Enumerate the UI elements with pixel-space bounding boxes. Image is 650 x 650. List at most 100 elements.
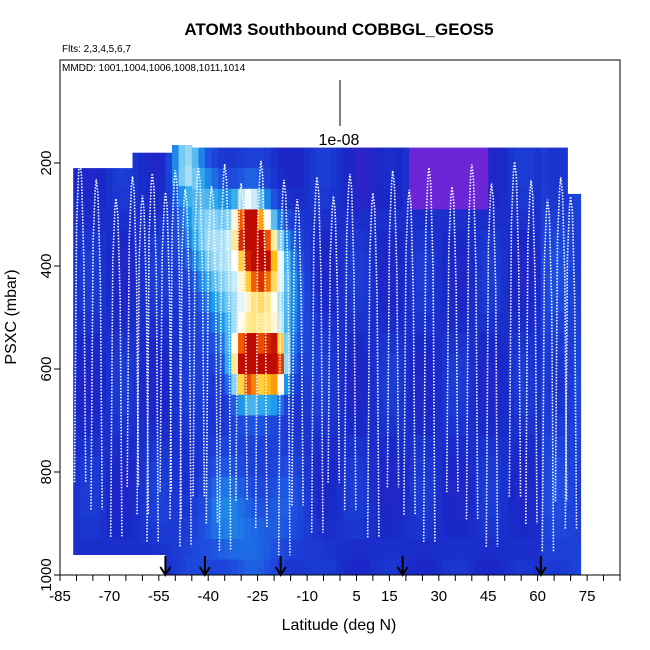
- field-cell: [461, 477, 470, 499]
- date-marker-arrow: [199, 556, 211, 577]
- x-tick-label: -85: [49, 588, 71, 605]
- field-cell: [508, 456, 516, 478]
- field-cell: [521, 435, 529, 458]
- field-cell: [468, 559, 476, 575]
- field-cell: [547, 559, 555, 575]
- field-cell: [284, 394, 292, 416]
- field-cell: [415, 188, 423, 210]
- field-cell: [73, 539, 81, 555]
- field-cell: [191, 518, 199, 540]
- field-cell: [316, 147, 325, 169]
- field-cell: [455, 518, 463, 540]
- field-cell: [165, 214, 173, 236]
- field-cell: [475, 456, 483, 478]
- field-cell: [547, 291, 555, 313]
- field-cell: [303, 229, 311, 252]
- field-cell: [264, 333, 272, 355]
- field-cell: [99, 168, 107, 190]
- field-cell: [481, 559, 489, 575]
- flight-track: [73, 160, 578, 556]
- field-cell: [204, 374, 213, 396]
- field-cell: [270, 539, 278, 561]
- field-cell: [376, 518, 384, 540]
- field-cell: [99, 209, 107, 231]
- field-cell: [356, 539, 364, 561]
- field-cell: [435, 518, 443, 540]
- field-cell: [125, 209, 134, 231]
- field-cell: [547, 456, 555, 478]
- field-cell: [396, 353, 404, 375]
- field-cell: [79, 188, 87, 210]
- field-cell: [231, 518, 239, 540]
- field-cell: [211, 168, 219, 190]
- field-cell: [290, 539, 298, 561]
- field-cell: [461, 374, 470, 396]
- field-cell: [310, 333, 318, 355]
- field-cell: [336, 312, 344, 334]
- field-cell: [343, 539, 351, 561]
- field-cell: [152, 544, 160, 555]
- field-cell: [152, 193, 160, 216]
- field-cell: [382, 188, 390, 210]
- field-cell: [363, 394, 371, 416]
- y-tick-label: 800: [38, 459, 55, 484]
- field-cell: [540, 435, 549, 458]
- field-cell: [475, 559, 483, 575]
- field-cell: [547, 394, 555, 416]
- field-cell: [369, 374, 377, 396]
- field-cell: [402, 209, 410, 231]
- field-cell: [264, 497, 272, 519]
- field-cell: [92, 435, 101, 458]
- field-cell: [112, 539, 120, 555]
- field-cell: [468, 539, 476, 561]
- field-cell: [356, 291, 364, 313]
- field-cell: [125, 168, 134, 190]
- field-cell: [86, 415, 94, 437]
- field-cell: [330, 188, 338, 210]
- field-cell: [316, 250, 325, 272]
- field-cell: [185, 351, 193, 373]
- field-cell: [547, 147, 555, 169]
- field-cell: [349, 312, 358, 334]
- field-cell: [297, 147, 305, 169]
- field-cell: [277, 209, 285, 231]
- field-cell: [178, 433, 186, 455]
- field-cell: [237, 497, 246, 519]
- field-cell: [448, 353, 456, 375]
- field-cell: [567, 255, 575, 277]
- field-cell: [382, 229, 390, 252]
- field-cell: [508, 168, 516, 190]
- field-cell: [330, 229, 338, 252]
- field-cell: [251, 435, 259, 458]
- field-cell: [204, 497, 213, 519]
- field-cell: [316, 209, 325, 231]
- field-cell: [277, 168, 285, 190]
- field-cell: [290, 497, 298, 519]
- field-cell: [488, 168, 496, 190]
- field-cell: [455, 456, 463, 478]
- field-cell: [277, 188, 285, 210]
- y-tick-label: 1000: [38, 558, 55, 591]
- field-cell: [455, 394, 463, 416]
- field-cell: [218, 374, 226, 396]
- field-cell: [356, 559, 364, 575]
- field-cell: [218, 394, 226, 416]
- field-cell: [330, 394, 338, 416]
- field-cell: [185, 433, 193, 455]
- field-cell: [191, 168, 199, 190]
- field-cell: [573, 544, 582, 566]
- field-cell: [145, 255, 153, 277]
- field-cell: [178, 186, 186, 208]
- field-cell: [389, 435, 397, 458]
- field-cell: [92, 456, 101, 478]
- field-cell: [468, 271, 476, 293]
- field-cell: [106, 374, 114, 396]
- field-cell: [297, 271, 305, 293]
- field-cell: [185, 536, 193, 558]
- field-cell: [290, 518, 298, 540]
- field-cell: [99, 353, 107, 375]
- field-cell: [422, 539, 430, 561]
- field-cell: [527, 229, 535, 252]
- field-cell: [231, 271, 239, 293]
- field-cell: [475, 168, 483, 190]
